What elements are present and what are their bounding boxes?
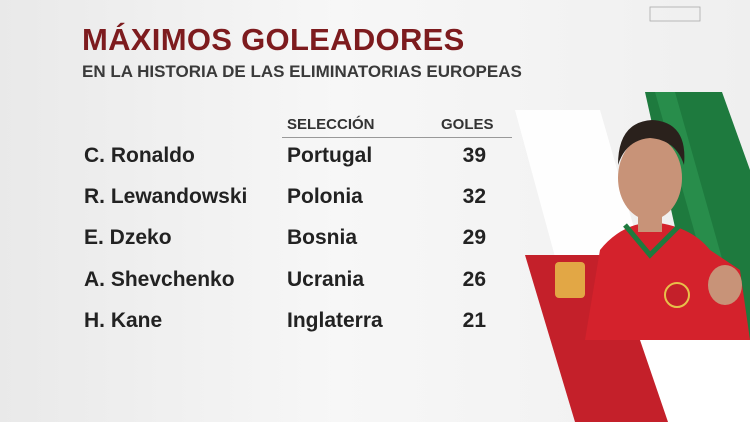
column-header: SELECCIÓN: [287, 116, 375, 133]
title: MÁXIMOS GOLEADORES: [82, 22, 465, 57]
player-name: H. Kane: [84, 308, 163, 332]
goals: 29: [462, 226, 486, 250]
goals: 21: [462, 308, 486, 332]
team-name: Ucrania: [287, 267, 365, 291]
column-header: GOLES: [441, 116, 494, 133]
goals: 26: [462, 267, 486, 291]
team-name: Bosnia: [287, 226, 358, 250]
player-name: E. Dzeko: [84, 226, 172, 250]
player-name: C. Ronaldo: [84, 144, 195, 167]
goals: 39: [462, 144, 486, 167]
team-name: Polonia: [287, 185, 363, 209]
goals: 32: [462, 185, 486, 209]
player-name: A. Shevchenko: [84, 267, 235, 291]
team-name: Inglaterra: [287, 308, 383, 332]
header-rule: [282, 137, 512, 138]
team-name: Portugal: [287, 144, 373, 167]
player-name: R. Lewandowski: [84, 185, 248, 209]
subtitle: EN LA HISTORIA DE LAS ELIMINATORIAS EURO…: [82, 62, 522, 81]
